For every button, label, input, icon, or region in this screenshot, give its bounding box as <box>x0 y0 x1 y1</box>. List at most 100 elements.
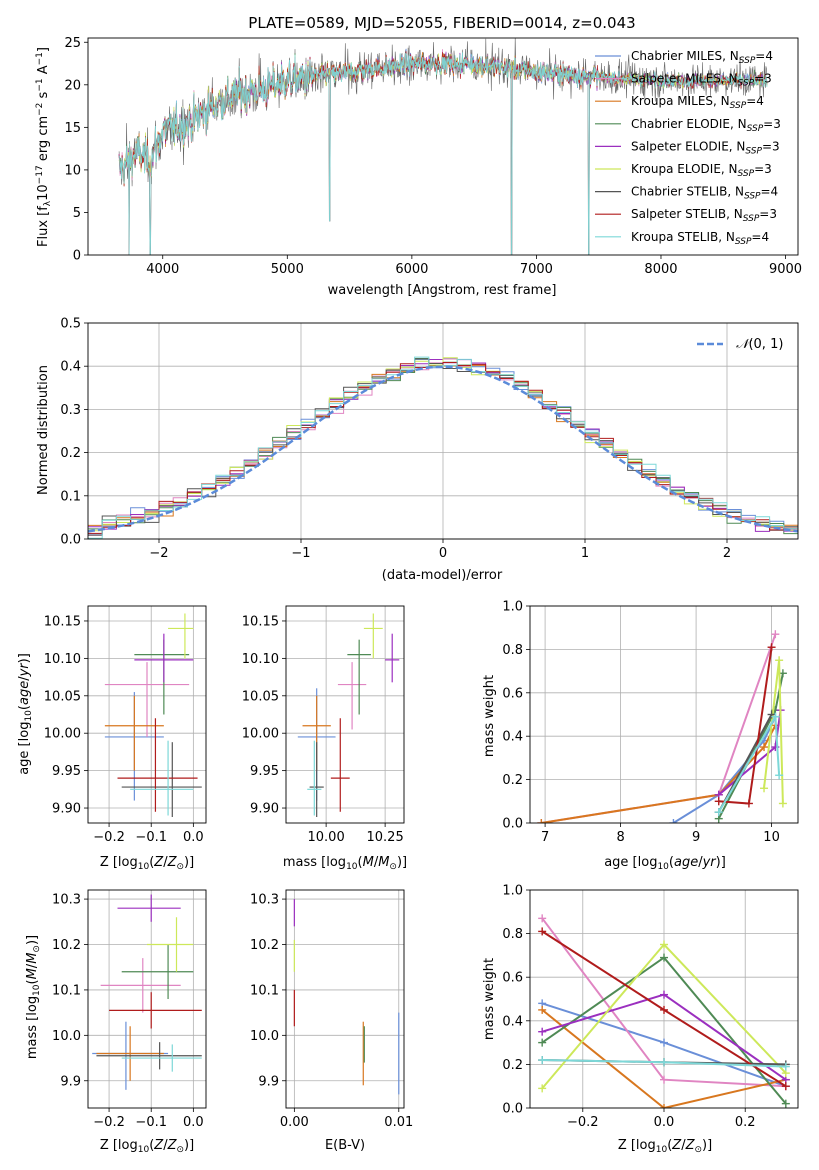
spectrum-title: PLATE=0589, MJD=52055, FIBERID=0014, z=0… <box>248 14 635 32</box>
weight-marker <box>775 656 784 665</box>
y-tick-label: 10.05 <box>44 689 81 704</box>
x-tick-label: −0.2 <box>93 830 125 845</box>
weight-marker <box>767 643 776 652</box>
axes-frame <box>87 322 799 540</box>
y-tick-label: 0.2 <box>60 446 81 461</box>
y-tick-label: 1.0 <box>502 884 523 899</box>
spectrum-legend: Chabrier MILES, NSSP=4 Salpeter MILES, NS… <box>595 49 781 247</box>
mass-vs-ebv-plot: 0.00 0.01 9.9 10.0 10.1 10.2 10.3 <box>250 889 413 1130</box>
legend-label-7: Salpeter STELIB, NSSP=3 <box>631 207 777 224</box>
weight-marker <box>781 1082 790 1091</box>
x-tick-label: 10.25 <box>367 830 404 845</box>
y-tick-label: 0.8 <box>502 643 523 658</box>
weight-marker <box>714 808 723 817</box>
y-tick-label: 0.6 <box>502 686 523 701</box>
y-tick-label: 10.3 <box>250 893 279 908</box>
plot-content <box>88 356 798 539</box>
mass-vs-metallicity-panel: −0.2 −0.1 0.0 9.9 10.0 10.1 10.2 10.3 Z [log10(… <box>25 889 207 1155</box>
mass-vs-metallicity-ylabel: mass [log10(M/M⊙)] <box>25 935 42 1059</box>
ticks: −0.2 0.0 0.2 0.0 0.2 0.4 0.6 0.8 1.0 <box>502 884 755 1131</box>
x-tick-label: −0.2 <box>93 1115 125 1130</box>
weight-marker <box>781 1099 790 1108</box>
legend-label-8: Kroupa STELIB, NSSP=4 <box>631 230 769 247</box>
ticks: 10.00 10.25 9.90 9.95 10.00 10.05 10.10 10.15 <box>242 614 404 845</box>
x-tick-label: −0.2 <box>567 1115 599 1130</box>
weight-marker <box>538 1056 547 1065</box>
errorbar-point-5 <box>363 613 383 659</box>
age-vs-mass-plot: 10.00 10.25 9.90 9.95 10.00 10.05 10.10 10.15 <box>242 605 405 845</box>
legend-label-6: Chabrier STELIB, NSSP=4 <box>631 185 778 202</box>
y-tick-label: 10.10 <box>242 652 279 667</box>
y-tick-label: 0.1 <box>60 489 81 504</box>
x-tick-label: 9000 <box>769 262 802 277</box>
y-tick-label: 10.2 <box>250 938 279 953</box>
weight-marker <box>660 990 668 999</box>
weight-marker <box>660 1058 668 1067</box>
ticks: 4000 5000 6000 7000 8000 9000 0 5 10 15 20 25 <box>64 36 802 277</box>
weight-vs-age-panel: 7 8 9 10 0.0 0.2 0.4 0.6 0.8 1.0 age [log10(age/y… <box>482 600 799 872</box>
weight-line-2 <box>541 1009 787 1108</box>
plot-content <box>92 894 202 1090</box>
legend-label-5: Kroupa ELODIE, NSSP=3 <box>631 162 772 179</box>
y-tick-label: 0.0 <box>502 1102 523 1117</box>
y-tick-label: 20 <box>64 78 81 93</box>
errorbar-point-4 <box>134 633 194 683</box>
errorbar-point-6 <box>96 1042 202 1070</box>
weight-marker <box>778 799 787 808</box>
y-tick-label: 9.90 <box>250 802 279 817</box>
y-tick-label: 1.0 <box>502 600 523 615</box>
gridlines <box>88 890 206 1108</box>
weight-marker <box>660 1075 668 1084</box>
plot-content <box>293 899 400 1095</box>
weight-marker <box>660 940 668 949</box>
x-tick-label: 5000 <box>271 262 304 277</box>
weight-marker <box>714 797 723 806</box>
axes-frame <box>529 605 799 824</box>
y-tick-label: 0.2 <box>502 1058 523 1073</box>
weight-marker <box>660 1038 668 1047</box>
spectrum-xlabel: wavelength [Angstrom, rest frame] <box>328 283 557 298</box>
weight-vs-metallicity-ylabel: mass weight <box>482 958 497 1040</box>
residuals-plot-area: −2 −1 0 1 2 0.0 0.1 0.2 0.3 0.4 0.5 <box>60 317 799 561</box>
weight-marker <box>669 819 678 823</box>
y-tick-label: 0.2 <box>502 773 523 788</box>
x-tick-label: 0.0 <box>183 1115 204 1130</box>
x-tick-label: 2 <box>723 546 731 561</box>
residuals-xlabel: (data-model)/error <box>382 568 503 583</box>
y-tick-label: 0.4 <box>60 360 81 375</box>
weight-marker <box>660 953 668 962</box>
weight-vs-age-plot: 7 8 9 10 0.0 0.2 0.4 0.6 0.8 1.0 <box>502 600 799 845</box>
errorbar-point-2 <box>104 695 164 771</box>
x-tick-label: 0 <box>439 546 447 561</box>
axes-frame <box>87 37 799 256</box>
x-tick-label: 6000 <box>395 262 428 277</box>
weight-marker <box>537 819 546 823</box>
plot-content <box>118 38 768 255</box>
x-tick-label: 9 <box>692 830 700 845</box>
errorbar-point-8 <box>121 1044 202 1072</box>
weight-marker <box>781 1062 790 1071</box>
y-tick-label: 9.9 <box>258 1074 279 1089</box>
y-tick-label: 0.6 <box>502 971 523 986</box>
x-tick-label: −0.1 <box>135 830 167 845</box>
ticks: −0.2 −0.1 0.0 9.90 9.95 10.00 10.05 10.10 10.15 <box>44 614 204 845</box>
weight-marker <box>660 1005 668 1014</box>
y-tick-label: 5 <box>73 206 81 221</box>
errorbar-point-2 <box>96 1026 164 1081</box>
errorbar-point-8 <box>307 740 322 816</box>
x-tick-label: 7 <box>541 830 549 845</box>
residuals-panel: −2 −1 0 1 2 0.0 0.1 0.2 0.3 0.4 0.5 (data-model)/e… <box>36 317 799 583</box>
plot-content <box>538 914 790 1108</box>
legend-label-1: Salpeter MILES, NSSP=3 <box>631 72 772 89</box>
legend-label-normal: 𝒩(0, 1) <box>736 337 783 352</box>
histogram-series-8 <box>88 356 798 539</box>
y-tick-label: 0.5 <box>60 317 81 332</box>
x-tick-label: 7000 <box>520 262 553 277</box>
x-tick-label: 10.00 <box>308 830 345 845</box>
weight-marker <box>775 771 784 780</box>
y-tick-label: 10.0 <box>52 1029 81 1044</box>
y-tick-label: 10.00 <box>242 727 279 742</box>
y-tick-label: 10.05 <box>242 689 279 704</box>
errorbar-point-1 <box>100 958 181 1013</box>
plot-content <box>537 630 787 823</box>
